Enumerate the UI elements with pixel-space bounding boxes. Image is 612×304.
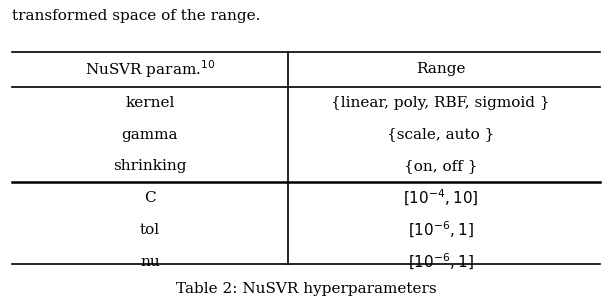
Text: {scale, auto }: {scale, auto } [387, 127, 494, 142]
Text: gamma: gamma [122, 127, 178, 142]
Text: $[10^{-6}, 1]$: $[10^{-6}, 1]$ [408, 220, 474, 240]
Text: NuSVR param.$^{10}$: NuSVR param.$^{10}$ [84, 58, 215, 80]
Text: shrinking: shrinking [113, 159, 187, 174]
Text: {linear, poly, RBF, sigmoid }: {linear, poly, RBF, sigmoid } [331, 95, 550, 110]
Text: Table 2: NuSVR hyperparameters: Table 2: NuSVR hyperparameters [176, 282, 436, 296]
Text: tol: tol [140, 223, 160, 237]
Text: C: C [144, 191, 155, 206]
Text: {on, off }: {on, off } [404, 159, 477, 174]
Text: nu: nu [140, 255, 160, 269]
Text: Range: Range [416, 62, 465, 76]
Text: transformed space of the range.: transformed space of the range. [12, 9, 261, 23]
Text: $[10^{-6}, 1]$: $[10^{-6}, 1]$ [408, 252, 474, 272]
Text: $[10^{-4}, 10]$: $[10^{-4}, 10]$ [403, 188, 479, 209]
Text: kernel: kernel [125, 95, 174, 110]
